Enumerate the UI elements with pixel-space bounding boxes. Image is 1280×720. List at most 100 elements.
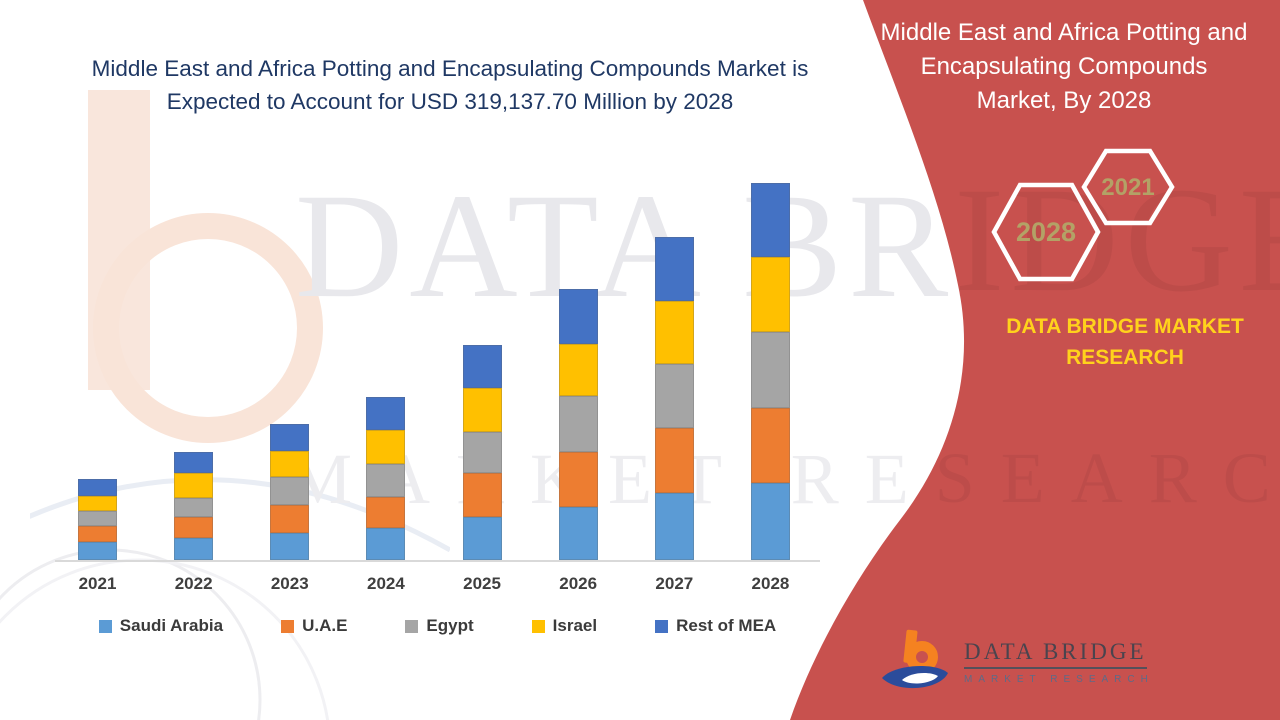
bar-segment-egypt-2023 xyxy=(270,476,310,505)
legend-item-u-a-e: U.A.E xyxy=(281,616,347,636)
bar-2027 xyxy=(654,237,694,560)
bar-segment-u-a-e-2025 xyxy=(462,472,502,517)
legend-label: Saudi Arabia xyxy=(119,616,224,635)
bar-segment-rest-of-mea-2028 xyxy=(750,183,790,258)
bar-segment-rest-of-mea-2027 xyxy=(654,237,694,302)
bar-segment-israel-2024 xyxy=(366,429,406,464)
bar-segment-u-a-e-2022 xyxy=(174,516,214,538)
bar-2021 xyxy=(78,478,117,560)
bar-segment-u-a-e-2027 xyxy=(654,427,694,493)
hexagon-2021 xyxy=(1081,148,1175,226)
legend-swatch xyxy=(531,619,545,633)
panel-heading: Middle East and Africa Potting and Encap… xyxy=(858,16,1270,118)
bar-2026 xyxy=(558,289,598,560)
logo-d-counter xyxy=(902,672,938,684)
bar-segment-israel-2023 xyxy=(270,450,310,477)
logo-b-bowl xyxy=(906,641,938,673)
bar-2022 xyxy=(174,451,214,560)
panel-heading-line1: Middle East and Africa Potting and xyxy=(880,19,1248,46)
bar-2025 xyxy=(462,344,502,560)
bar-segment-rest-of-mea-2021 xyxy=(78,478,117,496)
bar-segment-saudi-arabia-2026 xyxy=(558,506,598,560)
bar-segment-egypt-2028 xyxy=(750,332,790,408)
bar-segment-u-a-e-2026 xyxy=(558,451,598,507)
bar-segment-u-a-e-2024 xyxy=(366,496,406,528)
bar-segment-egypt-2022 xyxy=(174,497,214,517)
x-axis-label-2027: 2027 xyxy=(655,574,694,593)
watermark-logo-bowl xyxy=(93,213,323,443)
x-axis-label-2026: 2026 xyxy=(559,574,598,593)
red-panel-shape xyxy=(790,0,1280,720)
hexagon-2021-label: 2021 xyxy=(1101,174,1154,201)
footer-logo: DATA BRIDGE MARKET RESEARCH xyxy=(878,628,1154,696)
panel-heading-line2: Encapsulating Compounds xyxy=(920,53,1208,80)
panel-brand-line1: DATA BRIDGE MARKET xyxy=(1006,315,1244,338)
bar-segment-u-a-e-2021 xyxy=(78,525,117,542)
x-axis-label-2024: 2024 xyxy=(366,574,405,593)
plot-area xyxy=(55,160,820,562)
footer-logo-text: DATA BRIDGE MARKET RESEARCH xyxy=(964,639,1154,685)
panel-heading-line3: Market, By 2028 xyxy=(976,87,1152,114)
bar-segment-rest-of-mea-2026 xyxy=(558,289,598,345)
panel-brand-text: DATA BRIDGE MARKET RESEARCH xyxy=(975,311,1275,373)
x-axis-label-2025: 2025 xyxy=(463,574,501,593)
bar-segment-egypt-2024 xyxy=(366,463,406,497)
bar-segment-saudi-arabia-2025 xyxy=(462,516,502,560)
bar-2024 xyxy=(366,396,406,560)
bar-segment-egypt-2021 xyxy=(78,510,117,526)
bar-segment-israel-2025 xyxy=(462,387,502,432)
footer-logo-name: DATA BRIDGE xyxy=(964,639,1147,669)
bar-segment-saudi-arabia-2021 xyxy=(78,541,117,560)
bar-segment-rest-of-mea-2024 xyxy=(366,396,406,430)
footer-logo-subtitle: MARKET RESEARCH xyxy=(964,674,1154,685)
bar-2028 xyxy=(750,183,790,560)
chart-title-line2: Expected to Account for USD 319,137.70 M… xyxy=(166,89,734,114)
legend-item-egypt: Egypt xyxy=(405,616,474,636)
red-side-panel: DATA BRIDGE MARKET RESEARCH 2028 2021 xyxy=(760,0,1280,720)
x-axis-label-2022: 2022 xyxy=(174,574,213,593)
bar-segment-rest-of-mea-2023 xyxy=(270,423,310,451)
chart-title-line1: Middle East and Africa Potting and Encap… xyxy=(91,56,809,81)
bar-segment-egypt-2025 xyxy=(462,431,502,473)
data-bridge-logo-icon xyxy=(882,629,948,689)
hexagon-2028-label: 2028 xyxy=(1016,217,1076,247)
bar-segment-saudi-arabia-2022 xyxy=(174,537,214,560)
x-axis-label-2021: 2021 xyxy=(78,574,117,593)
legend-swatch xyxy=(281,619,295,633)
legend-item-saudi-arabia: Saudi Arabia xyxy=(98,616,224,636)
bar-segment-rest-of-mea-2022 xyxy=(174,451,214,473)
x-axis-label-2023: 2023 xyxy=(270,574,309,593)
legend-item-israel: Israel xyxy=(531,616,598,636)
bar-segment-saudi-arabia-2027 xyxy=(654,492,694,560)
bar-segment-rest-of-mea-2025 xyxy=(462,344,502,388)
bar-2023 xyxy=(270,423,310,560)
bar-segment-israel-2022 xyxy=(174,472,214,498)
bar-segment-israel-2028 xyxy=(750,257,790,333)
chart-legend: Saudi Arabia U.A.E Egypt Israel Rest of MEA xyxy=(55,616,820,636)
x-axis-label-2028: 2028 xyxy=(751,574,790,593)
watermark-on-red-line2: MARKET RESEARCH xyxy=(760,438,1280,518)
bar-segment-israel-2027 xyxy=(654,301,694,365)
bar-segment-israel-2021 xyxy=(78,495,117,511)
legend-item-rest-of-mea: Rest of MEA xyxy=(655,616,776,636)
legend-label: Rest of MEA xyxy=(676,616,777,635)
legend-swatch xyxy=(98,619,112,633)
bar-segment-u-a-e-2023 xyxy=(270,504,310,533)
legend-swatch xyxy=(655,619,669,633)
bar-segment-egypt-2026 xyxy=(558,395,598,452)
legend-label: U.A.E xyxy=(302,616,348,635)
hexagon-2028 xyxy=(991,182,1101,282)
legend-label: Israel xyxy=(552,616,598,635)
bar-segment-saudi-arabia-2023 xyxy=(270,532,310,560)
bar-segment-egypt-2027 xyxy=(654,364,694,428)
legend-swatch xyxy=(405,619,419,633)
bar-segment-u-a-e-2028 xyxy=(750,407,790,483)
legend-label: Egypt xyxy=(426,616,474,635)
panel-brand-line2: RESEARCH xyxy=(1066,346,1184,369)
bar-segment-saudi-arabia-2024 xyxy=(366,527,406,560)
bar-segment-saudi-arabia-2028 xyxy=(750,482,790,560)
x-axis-labels: 2021 2022 2023 2024 2025 2026 2027 2028 xyxy=(55,574,820,598)
bar-segment-israel-2026 xyxy=(558,344,598,396)
chart-title: Middle East and Africa Potting and Encap… xyxy=(40,52,860,118)
